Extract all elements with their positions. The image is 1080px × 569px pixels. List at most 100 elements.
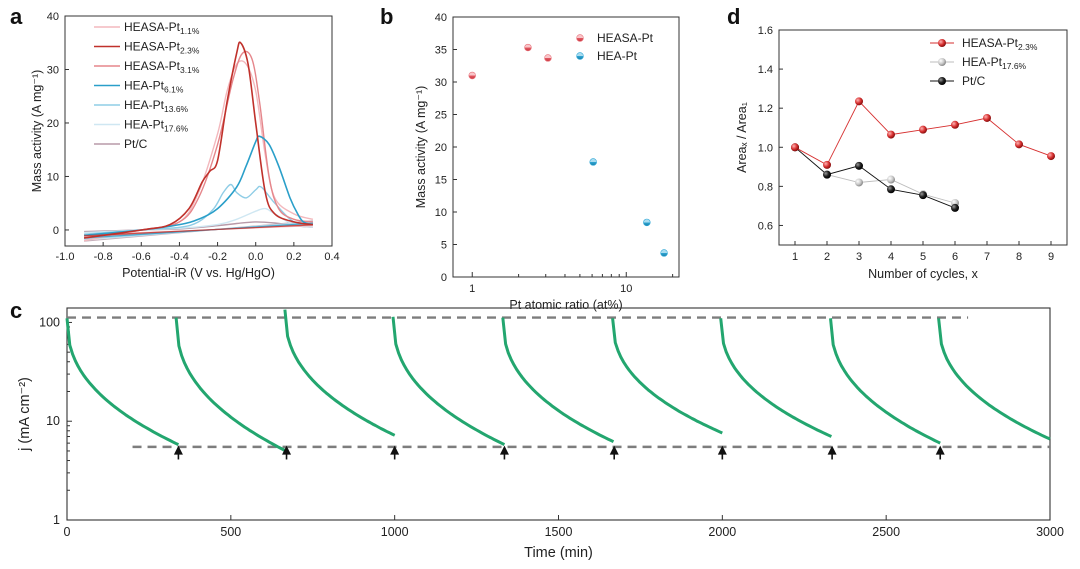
series-line-a-1 <box>83 41 314 239</box>
x-tick-label-c-1: 500 <box>220 525 241 539</box>
legend-label-a-5: HEA-Pt17.6% <box>124 118 189 134</box>
y-tick-label-d-3: 1.2 <box>758 103 773 115</box>
arrow-head-c-5 <box>717 445 727 455</box>
legend-label-d-2: Pt/C <box>962 74 986 88</box>
y-tick-label-d-5: 1.6 <box>758 25 773 37</box>
x-tick-label-a-7: 0.4 <box>324 251 339 263</box>
series-line-d-1 <box>794 146 956 204</box>
x-tick-label-d-5: 6 <box>952 251 958 263</box>
y-tick-label-b-2: 10 <box>435 207 447 219</box>
x-tick-label-d-4: 5 <box>920 251 926 263</box>
y-tick-label-c-0: 1 <box>53 513 60 527</box>
panel-letter-a: a <box>10 4 23 29</box>
y-tick-label-b-8: 40 <box>435 12 447 24</box>
x-tick-label-c-2: 1000 <box>381 525 409 539</box>
y-tick-label-c-1: 10 <box>46 414 60 428</box>
x-tick-label-d-6: 7 <box>984 251 990 263</box>
point-d-2-1 <box>823 170 831 179</box>
x-tick-label-d-1: 2 <box>824 251 830 263</box>
y-tick-label-d-1: 0.8 <box>758 181 773 193</box>
point-d-0-0 <box>791 143 799 152</box>
y-tick-label-a-2: 20 <box>47 118 59 130</box>
decay-segment-c-5 <box>611 318 723 435</box>
point-d-2-3 <box>887 185 895 194</box>
x-tick-label-a-1: -0.8 <box>94 251 113 263</box>
decay-segment-c-7 <box>829 318 941 445</box>
decay-segment-c-1 <box>174 317 287 453</box>
x-tick-label-a-3: -0.4 <box>170 251 189 263</box>
point-d-2-5 <box>951 203 959 212</box>
series-line-a-0 <box>83 60 314 242</box>
series-line-a-5 <box>84 207 314 234</box>
x-tick-label-c-0: 0 <box>64 525 71 539</box>
arrow-head-c-1 <box>282 445 292 455</box>
point-d-0-2 <box>855 97 863 106</box>
decay-segment-c-0 <box>65 318 180 446</box>
legend-marker-b-0 <box>576 34 584 42</box>
x-tick-label-d-7: 8 <box>1016 251 1022 263</box>
y-tick-label-a-3: 30 <box>47 64 59 76</box>
y-tick-label-b-1: 5 <box>441 240 447 252</box>
arrow-head-c-0 <box>173 445 183 455</box>
x-tick-label-d-8: 9 <box>1048 251 1054 263</box>
y-axis-title-c: j (mA cm⁻²) <box>17 377 33 452</box>
series-line-a-4 <box>84 183 313 235</box>
legend-label-a-2: HEASA-Pt3.1% <box>124 59 200 75</box>
point-b-0-1 <box>524 43 532 52</box>
y-tick-label-a-1: 10 <box>47 171 59 183</box>
point-d-2-2 <box>855 161 863 170</box>
point-d-2-4 <box>919 191 927 200</box>
y-tick-label-b-3: 15 <box>435 175 447 187</box>
point-b-0-0 <box>468 71 476 80</box>
chart-panel-b: 1 10 0 5 10 15 20 25 30 35 40 Pt atomic ratio (at%)… <box>414 12 680 312</box>
point-d-0-5 <box>951 120 959 129</box>
x-tick-label-d-3: 4 <box>888 251 894 263</box>
x-axis-title-b: Pt atomic ratio (at%) <box>509 298 622 312</box>
series-baseline-a-1 <box>84 224 313 237</box>
arrow-head-c-2 <box>390 445 400 455</box>
x-tick-label-c-5: 2500 <box>872 525 900 539</box>
x-tick-label-c-6: 3000 <box>1036 525 1064 539</box>
decay-segment-c-8 <box>937 318 1051 441</box>
x-axis-title-c: Time (min) <box>524 545 593 561</box>
legend-label-a-1: HEASA-Pt2.3% <box>124 40 200 56</box>
point-d-0-6 <box>983 113 991 122</box>
legend-label-a-0: HEASA-Pt1.1% <box>124 20 200 36</box>
legend-label-d-1: HEA-Pt17.6% <box>962 55 1027 71</box>
legend-marker-d-2 <box>938 77 946 85</box>
y-tick-label-b-4: 20 <box>435 142 447 154</box>
chart-panel-a: -1.0 -0.8 -0.6 -0.4 -0.2 0.0 0.2 0.4 0 10 20 30 40 Po… <box>30 11 340 280</box>
x-tick-label-a-2: -0.6 <box>132 251 151 263</box>
decay-segment-c-4 <box>501 317 615 444</box>
y-tick-label-d-2: 1.0 <box>758 142 773 154</box>
y-tick-label-d-0: 0.6 <box>758 220 773 232</box>
y-tick-label-b-5: 25 <box>435 110 447 122</box>
x-tick-label-c-4: 2000 <box>708 525 736 539</box>
y-axis-title-a: Mass activity (A mg⁻¹) <box>30 70 44 193</box>
series-line-a-2 <box>83 50 313 239</box>
point-b-0-2 <box>544 54 552 62</box>
y-tick-label-b-6: 30 <box>435 77 447 89</box>
x-tick-label-b-0: 1 <box>469 283 475 295</box>
x-axis-title-a: Potential-iR (V vs. Hg/HgO) <box>122 266 275 280</box>
point-b-1-0 <box>589 158 597 166</box>
decay-segment-c-3 <box>391 316 506 446</box>
legend-label-d-0: HEASA-Pt2.3% <box>962 36 1038 52</box>
point-d-0-4 <box>919 125 927 134</box>
chart-panel-d: 1 2 3 4 5 6 7 8 9 0.6 0.8 1.0 1.2 1.4 1.6 Number of cyc… <box>735 25 1068 281</box>
legend-marker-d-1 <box>938 58 946 66</box>
point-d-1-2 <box>855 178 863 187</box>
point-b-1-2 <box>660 249 668 257</box>
panel-letter-b: b <box>380 4 393 29</box>
arrow-head-c-4 <box>609 445 619 455</box>
y-axis-title-d: Areaₓ / Area₁ <box>735 102 749 173</box>
y-tick-label-d-4: 1.4 <box>758 64 773 76</box>
plot-frame-c <box>66 307 1051 521</box>
arrow-head-c-6 <box>827 445 837 455</box>
x-tick-label-a-5: 0.0 <box>248 251 263 263</box>
series-line-d-2 <box>794 146 956 209</box>
chart-panel-c: 0 500 1000 1500 2000 2500 3000 1 10 100 Time (min)… <box>17 307 1064 561</box>
legend-label-a-4: HEA-Pt13.6% <box>124 98 189 114</box>
y-tick-label-a-0: 0 <box>53 225 59 237</box>
